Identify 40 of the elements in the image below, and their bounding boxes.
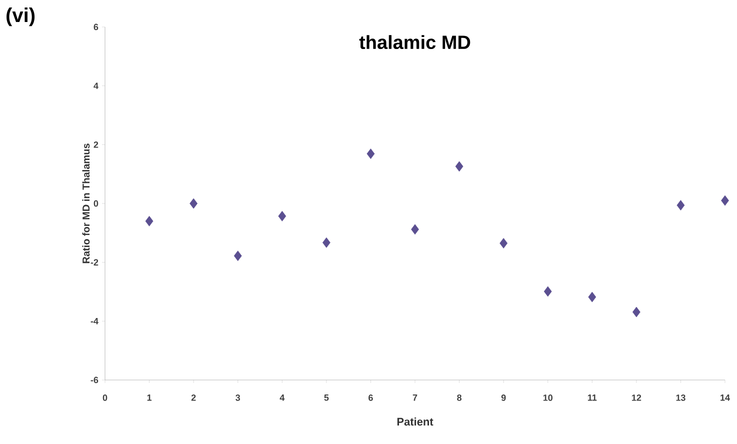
- point: [676, 200, 685, 210]
- y-tick-label: 4: [94, 82, 98, 89]
- point: [632, 306, 640, 318]
- point: [411, 224, 419, 235]
- chart-title: thalamic MD: [359, 35, 470, 50]
- text: (vi): [6, 8, 35, 26]
- x-tick-label: 5: [324, 394, 329, 401]
- y-axis-title: Ratio for MD in Thalamus: [82, 144, 90, 264]
- point: [544, 286, 552, 297]
- point: [588, 292, 596, 302]
- x-tick-label: 7: [412, 394, 418, 401]
- point: [322, 237, 330, 248]
- point: [366, 148, 375, 159]
- y-tick-label: -2: [90, 259, 98, 266]
- x-tick-label: 4: [280, 394, 285, 401]
- y-tick-label: -6: [90, 376, 98, 384]
- x-tick-label: 12: [632, 394, 642, 401]
- point: [190, 198, 198, 209]
- point: [500, 238, 508, 248]
- point: [455, 161, 464, 172]
- x-tick-label: 11: [588, 394, 597, 401]
- point: [145, 216, 154, 226]
- x-tick-label: 9: [501, 394, 506, 401]
- point: [721, 195, 729, 206]
- y-tick-label: -4: [90, 318, 98, 324]
- x-tick-label: 2: [191, 394, 196, 401]
- y-tick-label: 6: [94, 24, 98, 30]
- x-tick-label: 13: [676, 394, 686, 401]
- x-tick-label: 1: [147, 394, 152, 401]
- x-tick-label: 3: [236, 394, 240, 401]
- x-axis-title: Patient: [397, 418, 434, 426]
- point: [278, 210, 286, 222]
- y-tick-label: 2: [94, 142, 98, 148]
- x-tick-label: 0: [102, 394, 108, 401]
- x-tick-label: 10: [543, 394, 552, 401]
- x-tick-label: 8: [457, 394, 462, 401]
- point: [234, 250, 242, 262]
- y-tick-label: 0: [94, 200, 98, 207]
- x-tick-label: 6: [368, 394, 373, 401]
- x-tick-label: 14: [720, 394, 730, 401]
